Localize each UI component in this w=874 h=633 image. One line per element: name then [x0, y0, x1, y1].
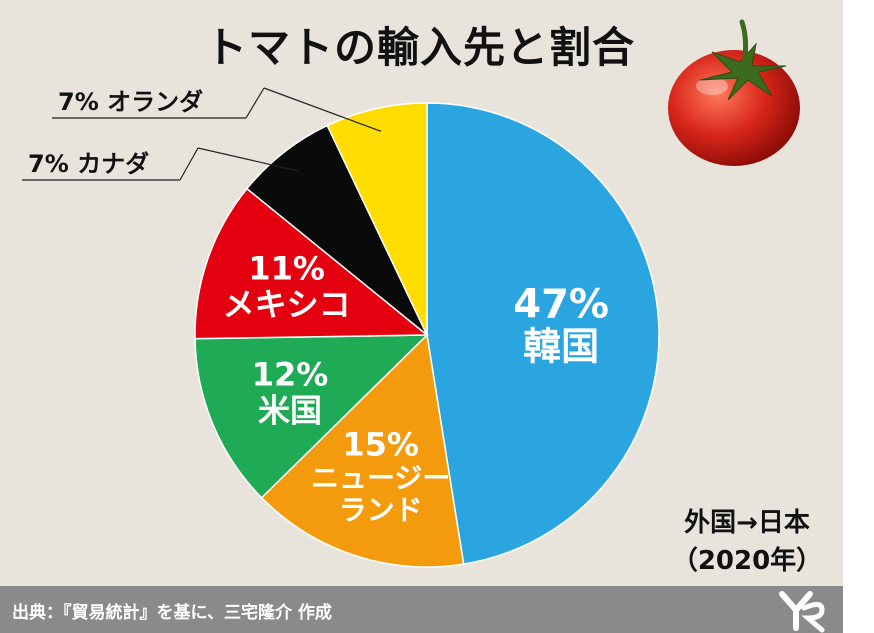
slice-percent-label-2: 12% — [252, 356, 329, 394]
footer-bar: 出典：『貿易統計』を基に、三宅隆介 作成 — [0, 586, 843, 633]
slice-name-label-3-0: メキシコ — [223, 286, 351, 324]
leader-tick-0 — [179, 147, 199, 181]
chart-title: トマトの輸入先と割合 — [204, 23, 635, 72]
pie-slice-2 — [194, 334, 429, 499]
pie-slice-0 — [426, 102, 660, 565]
pie-slice-3 — [194, 187, 430, 340]
leader-line-1 — [263, 87, 382, 132]
slice-percent-label-1: 15% — [342, 425, 419, 463]
external-slice-label-1: 7% オランダ — [58, 88, 203, 116]
trade-direction-note: 外国→日本 （2020年） — [652, 504, 842, 580]
slice-name-label-1-1: ランド — [339, 493, 423, 526]
external-slice-label-0: 7% カナダ — [28, 150, 149, 178]
source-credit: 出典：『貿易統計』を基に、三宅隆介 作成 — [12, 603, 332, 623]
slice-name-label-2-0: 米国 — [258, 392, 322, 430]
slice-percent-label-3: 11% — [248, 250, 325, 288]
slice-name-label-1-0: ニュージー — [311, 461, 450, 494]
pie-slice-4 — [245, 124, 428, 336]
note-year: （2020年） — [671, 546, 823, 576]
logo-icon — [779, 591, 825, 633]
leader-tick-1 — [245, 87, 265, 119]
slice-name-label-0-0: 韓国 — [523, 324, 599, 368]
slice-percent-label-0: 47% — [513, 281, 609, 327]
leader-line-0 — [197, 147, 299, 172]
note-direction: 外国→日本 — [684, 508, 810, 538]
pie-slice-1 — [260, 333, 465, 568]
pie-slice-5 — [326, 102, 428, 336]
tomato-icon — [668, 19, 800, 166]
